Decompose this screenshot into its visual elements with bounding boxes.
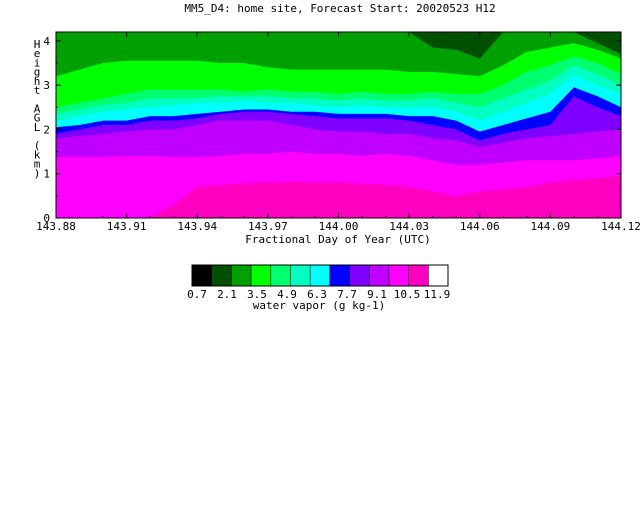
colorbar-swatch [428,265,449,286]
y-axis-label-char: G [34,112,41,125]
y-axis-label-char: t [34,84,41,97]
y-axis-label-char: A [34,102,41,115]
y-axis-label-char: i [34,56,41,69]
colorbar-tick-label: 6.3 [307,288,327,301]
y-tick-label: 3 [43,79,50,92]
colorbar-swatch [310,265,331,286]
y-axis-label-char: m [34,158,41,171]
colorbar-tick-label: 7.7 [337,288,357,301]
contour-band-max [56,175,621,218]
colorbar-tick-label: 3.5 [247,288,267,301]
x-tick-label: 143.88 [36,220,76,233]
colorbar-swatch [408,265,429,286]
colorbar-swatch [192,265,213,286]
y-ticks: 0 1 2 3 4 [43,35,621,225]
y-axis-label-char: h [34,75,41,88]
y-tick-label: 4 [43,35,50,48]
y-axis-label-char: ) [34,167,41,180]
colorbar-swatch [270,265,291,286]
x-ticks: 143.88 143.91 143.94 143.97 144.00 144.03 144.… [36,32,640,233]
colorbar-tick-label: 0.7 [187,288,207,301]
x-axis-label: Fractional Day of Year (UTC) [245,233,430,246]
colorbar-swatch [251,265,272,286]
y-tick-label: 1 [43,168,50,181]
contour-band-dark [56,32,621,59]
colorbar-swatch [290,265,311,286]
y-axis-label-char: e [34,47,41,60]
x-tick-label: 144.09 [531,220,571,233]
colorbar-tick-label: 2.1 [217,288,237,301]
y-axis-label-char: L [34,121,41,134]
x-tick-label: 144.00 [319,220,359,233]
y-axis-label-char: H [34,38,41,51]
x-tick-label: 144.03 [389,220,429,233]
chart-title: MM5_D4: home site, Forecast Start: 20020… [184,2,495,15]
y-axis-label-char: k [34,148,41,161]
colorbar-tick-label: 9.1 [367,288,387,301]
colorbar-tick-label: 10.5 [394,288,421,301]
colorbar-tick-label: 11.9 [424,288,451,301]
x-tick-label: 143.94 [177,220,217,233]
x-tick-label: 144.06 [460,220,500,233]
x-tick-label: 143.97 [248,220,288,233]
colorbar-swatch [349,265,370,286]
colorbar-tick-label: 4.9 [277,288,297,301]
colorbar-label: water vapor (g kg-1) [253,299,385,312]
colorbar-swatch [369,265,390,286]
y-tick-label: 2 [43,123,50,136]
colorbar-tick-labels: 0.7 2.1 3.5 4.9 6.3 7.7 9.1 10.5 11.9 [187,288,450,301]
colorbar [191,264,449,287]
colorbar-swatch [231,265,252,286]
x-tick-label: 144.12 [601,220,640,233]
colorbar-swatch [388,265,410,286]
x-tick-label: 143.91 [107,220,147,233]
y-tick-label: 0 [43,212,50,225]
y-axis-label-char: ( [34,139,41,152]
colorbar-swatch [329,265,351,286]
plot-area [56,32,621,219]
y-axis-label-char: g [34,66,41,79]
colorbar-swatch [211,265,232,286]
